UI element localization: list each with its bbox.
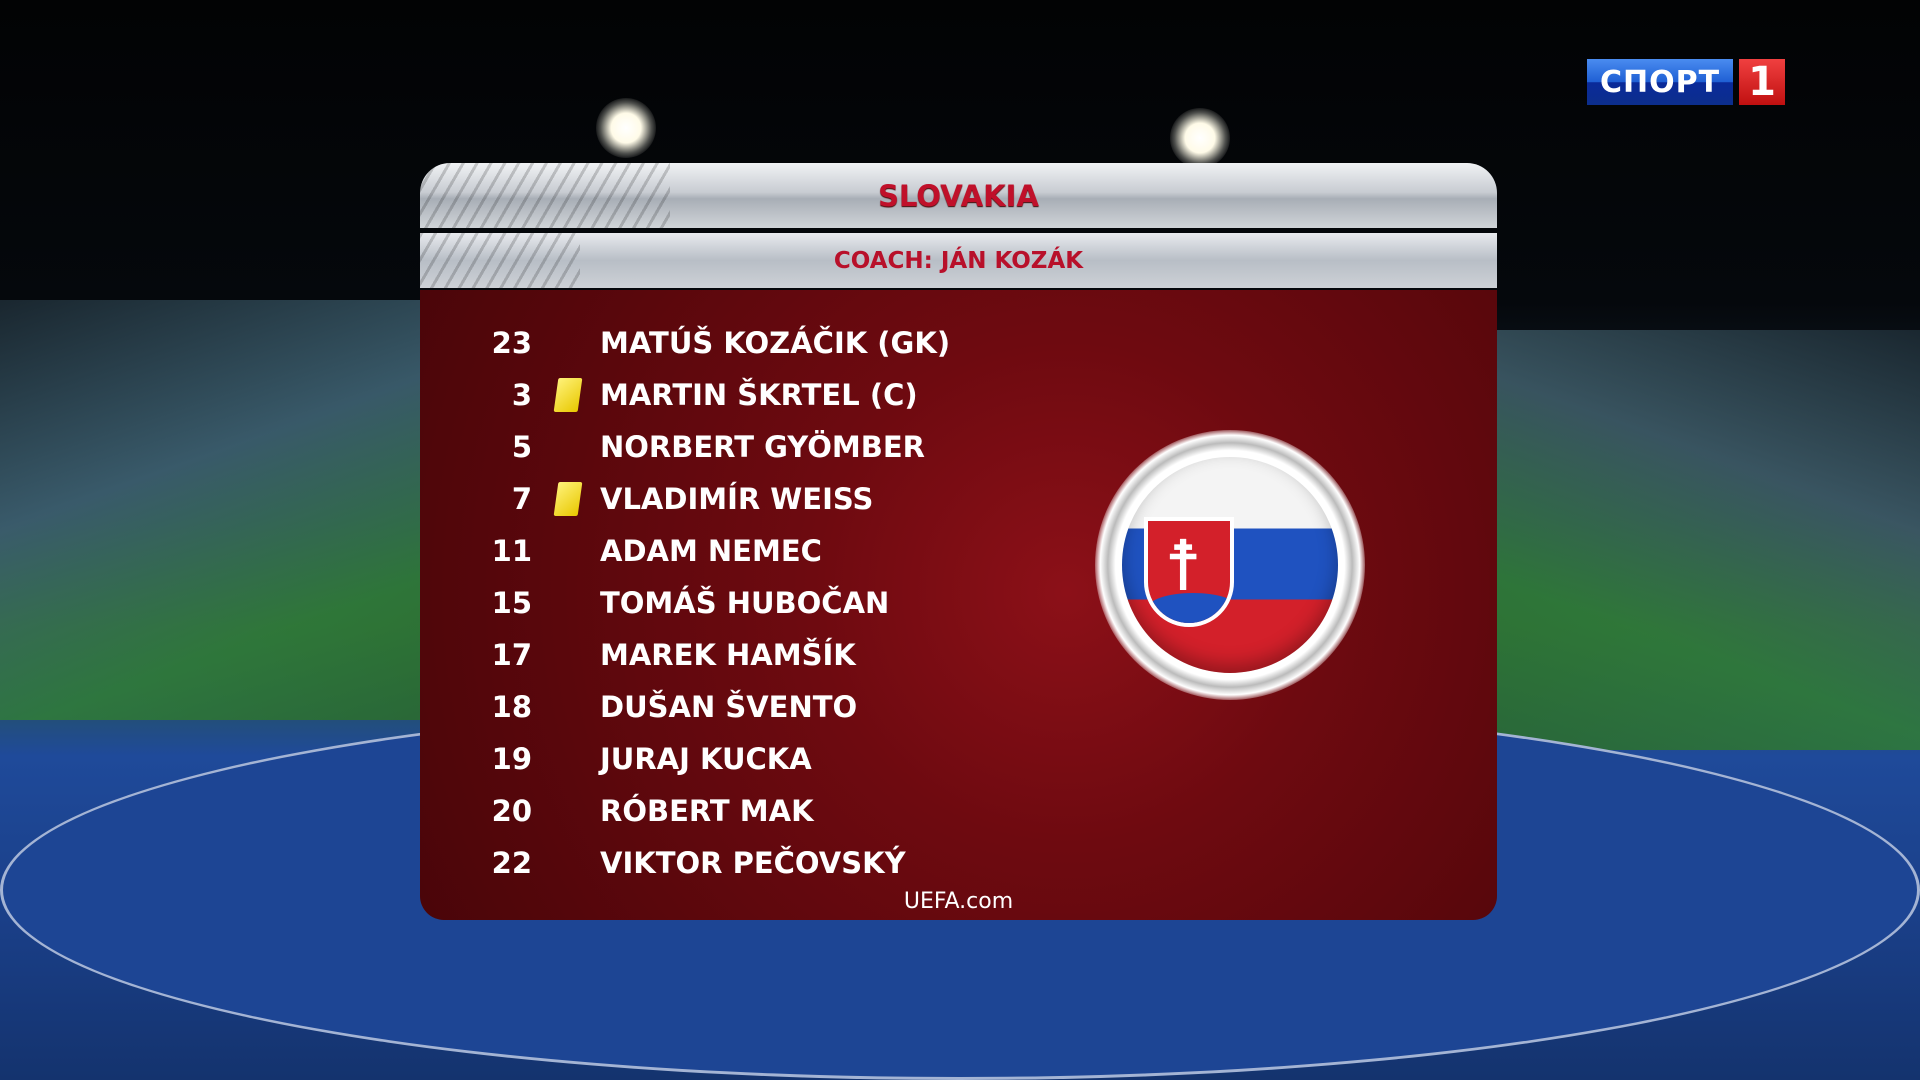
player-number: 18 xyxy=(491,690,532,724)
player-number: 17 xyxy=(491,638,532,672)
source-credit: UEFA.com xyxy=(903,889,1014,914)
team-header: SLOVAKIA xyxy=(420,163,1497,228)
player-name: MARTIN ŠKRTEL (C) xyxy=(600,378,918,412)
yellow-card-icon xyxy=(553,482,583,516)
floodlight xyxy=(1170,108,1230,168)
stadium-stands-left xyxy=(0,300,430,720)
player-row: 18 DUŠAN ŠVENTO xyxy=(420,687,858,727)
logo-number: 1 xyxy=(1739,59,1785,105)
player-row: 22 VIKTOR PEČOVSKÝ xyxy=(420,843,906,883)
coach-name: COACH: JÁN KOZÁK xyxy=(833,247,1084,274)
slovakia-flag-icon: ☨ xyxy=(1095,430,1365,700)
player-name: NORBERT GYÖMBER xyxy=(600,430,925,464)
lineup-panel: SLOVAKIA COACH: JÁN KOZÁK 23 MATÚŠ KOZÁČI… xyxy=(420,163,1497,920)
player-name: MATÚŠ KOZÁČIK (GK) xyxy=(600,326,951,360)
player-row: 17 MAREK HAMŠÍK xyxy=(420,635,856,675)
player-number: 3 xyxy=(511,378,532,412)
player-row: 3 MARTIN ŠKRTEL (C) xyxy=(420,375,918,415)
player-row: 11 ADAM NEMEC xyxy=(420,531,822,571)
floodlight xyxy=(596,98,656,158)
player-name: DUŠAN ŠVENTO xyxy=(600,690,858,724)
yellow-card-icon xyxy=(553,378,583,412)
player-name: VIKTOR PEČOVSKÝ xyxy=(600,846,906,880)
stadium-stands-right xyxy=(1490,330,1920,750)
team-name: SLOVAKIA xyxy=(878,178,1039,213)
player-number: 19 xyxy=(491,742,532,776)
player-row: 19 JURAJ KUCKA xyxy=(420,739,812,779)
player-row: 5 NORBERT GYÖMBER xyxy=(420,427,925,467)
player-row: 23 MATÚŠ KOZÁČIK (GK) xyxy=(420,323,950,363)
player-number: 15 xyxy=(491,586,532,620)
player-name: MAREK HAMŠÍK xyxy=(600,638,856,672)
player-number: 5 xyxy=(511,430,532,464)
player-name: ADAM NEMEC xyxy=(600,534,822,568)
player-row: 20 RÓBERT MAK xyxy=(420,791,814,831)
player-row: 7 VLADIMÍR WEISS xyxy=(420,479,873,519)
player-name: TOMÁŠ HUBOČAN xyxy=(600,586,890,620)
broadcaster-logo: СПОРТ 1 xyxy=(1587,59,1785,105)
player-name: JURAJ KUCKA xyxy=(600,742,812,776)
coach-bar: COACH: JÁN KOZÁK xyxy=(420,233,1497,288)
player-number: 11 xyxy=(491,534,532,568)
player-name: VLADIMÍR WEISS xyxy=(600,482,874,516)
player-number: 20 xyxy=(491,794,532,828)
player-number: 22 xyxy=(491,846,532,880)
player-number: 23 xyxy=(491,326,532,360)
player-name: RÓBERT MAK xyxy=(600,794,814,828)
player-number: 7 xyxy=(511,482,532,516)
coat-of-arms-icon: ☨ xyxy=(1144,517,1234,627)
player-row: 15 TOMÁŠ HUBOČAN xyxy=(420,583,890,623)
logo-text: СПОРТ xyxy=(1587,59,1733,105)
